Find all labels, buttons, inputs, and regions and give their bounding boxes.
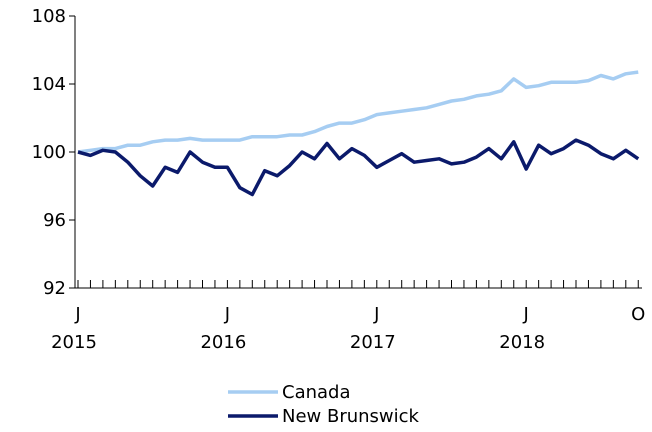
legend-label: Canada [282,382,351,403]
x-year-label: 2016 [200,332,246,353]
line [77,70,639,154]
y-tick-label: 100 [32,142,66,163]
x-year-label: 2015 [51,332,97,353]
line [77,138,640,197]
x-tick-label: J [523,304,529,325]
x-tick-label: J [74,304,80,325]
x-tick-label: J [373,304,379,325]
y-tick-label: 92 [43,278,66,299]
y-tick-label: 104 [32,74,66,95]
x-tick-label: O [631,304,645,325]
x-year-label: 2017 [350,332,396,353]
y-tick-label: 108 [32,6,66,27]
x-tick-label: J [224,304,230,325]
legend-label: New Brunswick [282,406,420,427]
y-tick-label: 96 [43,210,66,231]
x-year-label: 2018 [499,332,545,353]
